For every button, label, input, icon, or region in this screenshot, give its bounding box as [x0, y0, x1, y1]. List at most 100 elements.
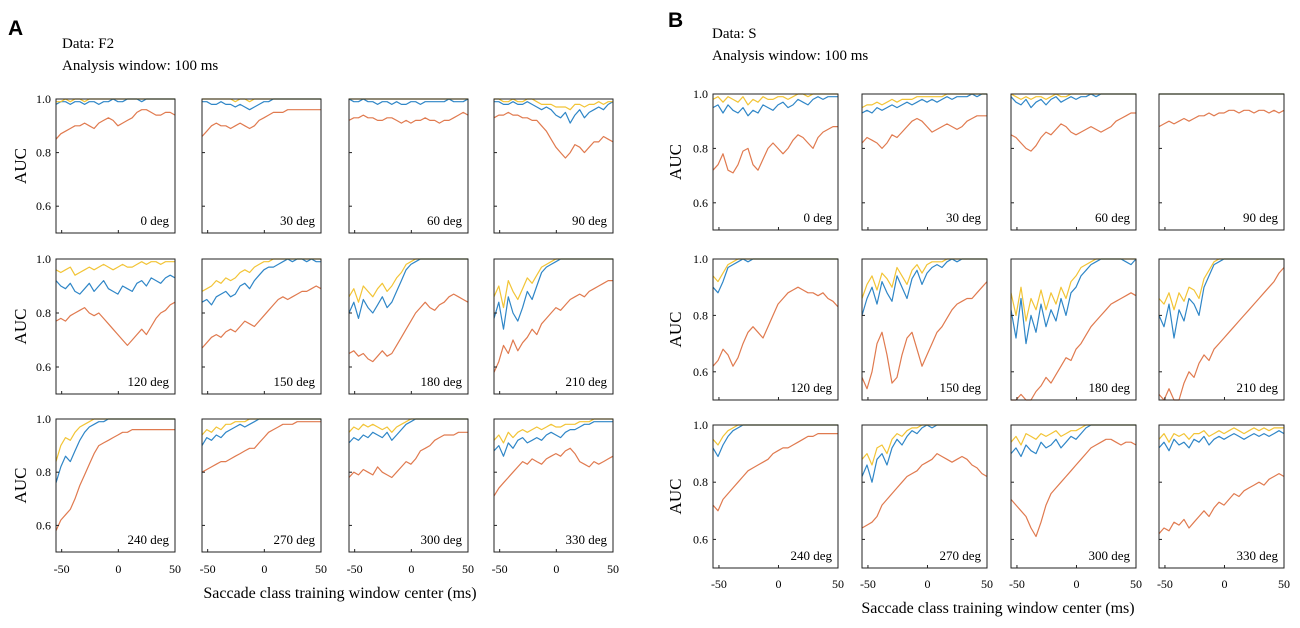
- subplot-180-deg: 180 deg: [1010, 258, 1137, 401]
- series-line-yellow: [55, 418, 175, 462]
- subplot-frame: [712, 424, 839, 569]
- series-line-orange: [1158, 473, 1285, 535]
- subplot-0-deg: 0.6 0.8 1.0 0 deg: [36, 92, 176, 234]
- subplot-frame: [861, 93, 988, 231]
- y-axis-label: AUC: [11, 309, 30, 345]
- x-tick-label: 50: [169, 562, 181, 576]
- series-line-orange: [55, 109, 176, 140]
- subplot-frame: [201, 418, 322, 553]
- y-axis-label: AUC: [666, 312, 685, 348]
- x-tick-label: 50: [462, 562, 474, 576]
- series-line-yellow: [348, 418, 468, 433]
- subplot-angle-label: 150 deg: [273, 374, 315, 389]
- subplot-frame: [1158, 93, 1285, 231]
- panel-a: A Data: F2 Analysis window: 100 ms 0.6 0.8 1.…: [8, 17, 619, 602]
- series-line-blue: [493, 421, 613, 457]
- series-line-blue: [55, 274, 176, 295]
- subplot-90-deg: 90 deg: [493, 98, 614, 234]
- series-line-yellow: [493, 258, 613, 309]
- subplot-angle-label: 150 deg: [939, 380, 981, 395]
- subplot-angle-label: 30 deg: [946, 210, 982, 225]
- subplot-frame: [493, 258, 614, 395]
- x-tick-label: 50: [1278, 577, 1290, 591]
- subplot-frame: [348, 418, 469, 553]
- subplot-frame: [493, 418, 614, 553]
- y-axis-label: AUC: [11, 468, 30, 504]
- subplot-frame: [1158, 258, 1285, 401]
- series-line-blue: [348, 418, 468, 444]
- series-line-orange: [348, 111, 469, 124]
- series-line-blue: [1010, 93, 1136, 109]
- panel-label: A: [8, 17, 23, 40]
- x-tick-label: -50: [1157, 577, 1173, 591]
- subplot-frame: [861, 424, 988, 569]
- series-line-orange: [493, 111, 614, 159]
- series-line-orange: [1011, 292, 1137, 401]
- x-tick-label: -50: [54, 562, 70, 576]
- subplot-angle-label: 330 deg: [565, 532, 607, 547]
- series-line-yellow: [712, 258, 838, 283]
- series-line-yellow: [1158, 427, 1284, 443]
- series-line-yellow: [712, 93, 838, 106]
- subplot-frame: [1010, 424, 1137, 569]
- subplot-frame: [712, 93, 839, 231]
- subplot-angle-label: 270 deg: [939, 548, 981, 563]
- data-label: Data: S: [712, 26, 757, 42]
- series-line-blue: [1010, 424, 1136, 458]
- series-line-blue: [493, 258, 613, 330]
- x-tick-label: 0: [261, 562, 267, 576]
- subplot-frame: [493, 98, 614, 234]
- subplot-angle-label: 60 deg: [427, 213, 463, 228]
- series-line-yellow: [494, 98, 613, 111]
- subplot-angle-label: 300 deg: [1088, 548, 1130, 563]
- x-tick-label: 0: [408, 562, 414, 576]
- series-line-orange: [1010, 112, 1136, 152]
- x-tick-label: -50: [711, 577, 727, 591]
- x-tick-label: 50: [832, 577, 844, 591]
- subplot-30-deg: 30 deg: [861, 93, 988, 231]
- subplot-angle-label: 210 deg: [1236, 380, 1278, 395]
- series-line-orange: [861, 453, 988, 529]
- y-tick-label: 0.8: [693, 141, 708, 155]
- x-tick-label: 0: [553, 562, 559, 576]
- subplot-150-deg: 150 deg: [201, 258, 322, 395]
- y-tick-label: 0.6: [693, 532, 708, 546]
- x-tick-label: 50: [1130, 577, 1142, 591]
- series-line-blue: [712, 258, 838, 294]
- series-line-blue: [494, 101, 614, 124]
- subplot-60-deg: 60 deg: [348, 98, 469, 234]
- series-line-orange: [861, 115, 987, 149]
- subplot-frame: [201, 98, 322, 234]
- y-tick-label: 0.6: [36, 518, 51, 532]
- series-line-orange: [201, 109, 321, 137]
- subplot-angle-label: 330 deg: [1236, 548, 1278, 563]
- subplot-frame: [861, 258, 988, 401]
- y-tick-label: 0.8: [693, 475, 708, 489]
- series-line-yellow: [493, 418, 613, 444]
- subplot-frame: [1010, 258, 1137, 401]
- x-tick-label: 50: [981, 577, 993, 591]
- series-line-orange: [348, 293, 469, 363]
- x-tick-label: -50: [860, 577, 876, 591]
- x-tick-label: -50: [1009, 577, 1025, 591]
- subplot-angle-label: 270 deg: [273, 532, 315, 547]
- x-tick-label: 0: [1221, 577, 1227, 591]
- x-tick-label: -50: [492, 562, 508, 576]
- subplot-240-deg: 0.6 0.8 1.0 -50 0 50 240 deg: [36, 412, 181, 576]
- x-axis-label: Saccade class training window center (ms…: [861, 600, 1134, 617]
- series-line-blue: [861, 258, 987, 316]
- series-line-orange: [348, 431, 468, 479]
- y-tick-label: 1.0: [693, 87, 708, 101]
- subplot-150-deg: 150 deg: [861, 258, 988, 401]
- y-tick-label: 0.6: [36, 360, 51, 374]
- analysis-window-label: Analysis window: 100 ms: [62, 58, 218, 74]
- subplot-frame: [55, 258, 176, 395]
- series-line-orange: [712, 125, 838, 174]
- series-line-blue: [861, 424, 987, 483]
- subplot-angle-label: 90 deg: [572, 213, 608, 228]
- series-line-orange: [1010, 438, 1137, 538]
- subplot-angle-label: 120 deg: [790, 380, 832, 395]
- y-tick-label: 1.0: [36, 412, 51, 426]
- subplot-frame: [201, 258, 322, 395]
